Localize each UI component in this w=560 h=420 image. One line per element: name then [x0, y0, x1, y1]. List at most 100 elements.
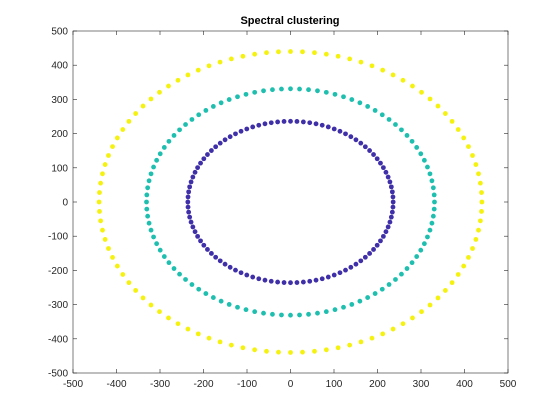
data-point: [189, 282, 195, 287]
data-point: [187, 214, 193, 220]
data-point: [226, 97, 232, 102]
data-point: [390, 194, 396, 200]
data-point: [380, 67, 386, 73]
data-point: [206, 63, 212, 69]
data-point: [195, 165, 201, 171]
data-point: [238, 128, 244, 134]
data-point: [252, 89, 258, 95]
data-point: [114, 135, 120, 141]
data-point: [323, 309, 329, 315]
data-point: [187, 184, 193, 190]
data-point: [209, 251, 214, 256]
data-point: [256, 122, 262, 128]
data-point: [347, 56, 353, 62]
data-point: [404, 266, 410, 271]
data-point: [410, 83, 415, 89]
data-point: [146, 178, 152, 184]
data-point: [313, 121, 319, 127]
data-point: [473, 237, 479, 242]
data-point: [393, 122, 398, 127]
data-point: [371, 247, 376, 252]
data-point: [367, 148, 372, 153]
data-point: [144, 199, 149, 205]
data-point: [332, 307, 338, 313]
data-point: [198, 238, 203, 244]
data-point: [288, 49, 293, 54]
y-tick-label: 0: [62, 198, 68, 209]
data-point: [300, 279, 306, 285]
data-point: [349, 302, 355, 307]
data-point: [378, 238, 383, 244]
data-point: [353, 137, 359, 143]
y-tick-label: 100: [51, 163, 68, 174]
data-point: [455, 127, 461, 132]
data-point: [171, 133, 177, 138]
data-point: [479, 199, 485, 205]
data-point: [388, 184, 394, 190]
data-point: [404, 133, 410, 138]
data-point: [151, 164, 156, 170]
data-point: [243, 307, 249, 313]
data-point: [195, 233, 201, 239]
data-point: [383, 169, 389, 175]
data-point: [203, 291, 209, 296]
scatter-points: [96, 49, 485, 355]
data-point: [427, 227, 433, 233]
data-point: [358, 140, 364, 146]
data-point: [243, 91, 249, 97]
data-point: [270, 311, 275, 317]
x-tick-label: 200: [369, 379, 386, 390]
data-point: [233, 131, 238, 137]
data-point: [429, 178, 435, 184]
y-tick-label: 200: [51, 129, 68, 140]
data-point: [442, 288, 448, 293]
data-point: [337, 270, 343, 276]
data-point: [157, 89, 162, 95]
data-point: [414, 254, 420, 259]
data-point: [177, 271, 182, 277]
data-point: [192, 169, 198, 175]
data-point: [146, 220, 152, 226]
data-point: [476, 227, 481, 233]
data-point: [140, 103, 146, 109]
data-point: [380, 165, 386, 171]
data-point: [244, 126, 250, 132]
data-point: [362, 144, 368, 150]
data-point: [166, 138, 172, 144]
data-point: [186, 189, 192, 195]
data-point: [461, 135, 467, 141]
data-point: [461, 263, 467, 269]
data-point: [372, 108, 378, 113]
data-point: [217, 339, 223, 345]
data-point: [348, 264, 354, 270]
data-point: [323, 89, 329, 95]
data-point: [400, 77, 406, 83]
data-point: [98, 218, 104, 224]
data-point: [240, 53, 246, 59]
data-point: [372, 291, 378, 296]
data-point: [387, 219, 393, 225]
data-point: [367, 251, 372, 256]
data-point: [332, 91, 338, 97]
data-point: [235, 304, 240, 310]
data-point: [268, 278, 274, 284]
data-point: [206, 335, 212, 341]
data-point: [337, 128, 343, 134]
data-point: [203, 108, 209, 113]
data-point: [387, 179, 393, 185]
data-point: [166, 315, 171, 321]
data-point: [477, 180, 483, 186]
data-point: [479, 209, 484, 214]
data-point: [388, 214, 394, 220]
data-point: [279, 86, 284, 92]
y-tick-label: -100: [48, 232, 68, 243]
data-point: [470, 153, 475, 158]
x-tick-label: -100: [237, 379, 257, 390]
data-point: [449, 118, 455, 124]
data-point: [275, 279, 281, 285]
data-point: [217, 140, 223, 146]
data-point: [151, 234, 156, 240]
data-point: [145, 213, 151, 219]
x-tick-label: 100: [326, 379, 343, 390]
data-point: [410, 315, 415, 321]
